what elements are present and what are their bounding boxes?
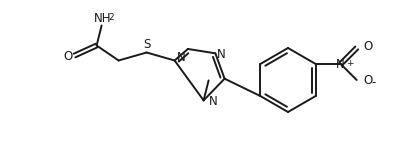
Text: O: O: [364, 73, 373, 86]
Text: N: N: [177, 51, 186, 64]
Text: -: -: [372, 77, 376, 90]
Text: N: N: [217, 48, 226, 61]
Text: +: +: [346, 59, 353, 68]
Text: O: O: [364, 40, 373, 53]
Text: NH: NH: [94, 12, 111, 25]
Text: N: N: [209, 95, 217, 108]
Text: O: O: [63, 50, 72, 63]
Text: 2: 2: [109, 13, 115, 21]
Text: N: N: [336, 58, 345, 70]
Text: S: S: [143, 38, 150, 51]
